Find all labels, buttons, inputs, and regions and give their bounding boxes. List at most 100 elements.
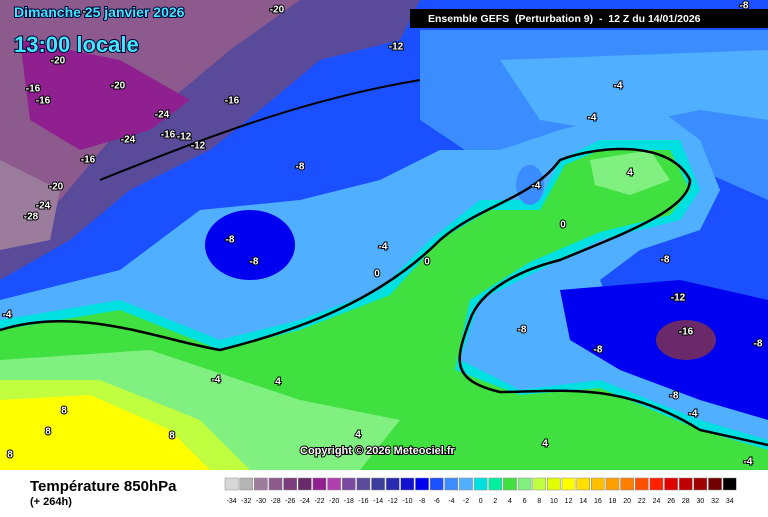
legend-swatch — [327, 477, 341, 491]
legend-label: -30 — [256, 498, 266, 505]
contour-label: 0 — [374, 269, 380, 280]
contour-label: -12 — [671, 293, 686, 304]
legend-swatch — [224, 477, 239, 491]
contour-label: -20 — [83, 7, 98, 18]
contour-label: -16 — [679, 327, 694, 338]
contour-label: -8 — [594, 345, 603, 356]
legend-label: 20 — [623, 498, 631, 505]
contour-label: -8 — [670, 391, 679, 402]
contour-label: -4 — [3, 310, 12, 321]
legend-swatch — [693, 477, 708, 491]
contour-label: -12 — [191, 141, 206, 152]
contour-label: -4 — [689, 409, 698, 420]
legend-swatch — [268, 477, 283, 491]
legend-label: -32 — [241, 498, 251, 505]
legend-swatch — [400, 477, 415, 491]
contour-label: -4 — [614, 81, 623, 92]
contour-label: -8 — [518, 325, 527, 336]
legend-label: -10 — [402, 498, 412, 505]
contour-label: -8 — [754, 339, 763, 350]
legend-swatch — [561, 477, 576, 491]
contour-label: -4 — [588, 113, 597, 124]
legend-label: 22 — [638, 498, 646, 505]
legend-label: 6 — [523, 498, 527, 505]
legend-swatch — [620, 477, 634, 491]
legend-label: -28 — [271, 498, 281, 505]
contour-label: -4 — [379, 242, 388, 253]
legend-label: 12 — [565, 498, 573, 505]
legend-label: -4 — [448, 498, 454, 505]
contour-label: -20 — [49, 182, 64, 193]
legend-label: 24 — [653, 498, 661, 505]
contour-label: 8 — [169, 431, 175, 442]
contour-label: -4 — [212, 375, 221, 386]
legend-swatch — [312, 477, 327, 491]
legend-label: 8 — [537, 498, 541, 505]
legend-label: 2 — [493, 498, 497, 505]
legend-swatch — [283, 477, 298, 491]
legend-swatch — [385, 477, 400, 491]
legend-label: 4 — [508, 498, 512, 505]
legend-label: 34 — [726, 498, 734, 505]
legend-swatch — [371, 477, 385, 491]
legend-swatch — [254, 477, 268, 491]
map-labels: -20 -20 -12 -20 -16 -16 -20 -16 -24 -16 … — [2, 0, 764, 469]
footer-bar — [0, 470, 768, 512]
contour-label: 8 — [7, 450, 13, 461]
legend-label: 30 — [697, 498, 705, 505]
contour-label: 4 — [627, 168, 633, 179]
map-background — [0, 0, 768, 470]
legend-swatch — [341, 477, 356, 491]
legend-label: -22 — [314, 498, 324, 505]
contour-label: -20 — [111, 81, 126, 92]
legend-label: 26 — [667, 498, 675, 505]
contour-label: -4 — [744, 457, 753, 468]
legend-swatch — [517, 477, 532, 491]
contour-label: 8 — [61, 406, 67, 417]
legend-label: 10 — [550, 498, 558, 505]
legend-swatch — [649, 477, 664, 491]
legend-label: -8 — [419, 498, 425, 505]
contour-label: -8 — [250, 257, 259, 268]
contour-label: -20 — [51, 56, 66, 67]
contour-label: 0 — [424, 257, 430, 268]
contour-label: -12 — [177, 132, 192, 143]
legend-label: -16 — [358, 498, 368, 505]
legend-swatch — [239, 477, 254, 491]
legend-swatch — [591, 477, 605, 491]
contour-label: -24 — [36, 201, 51, 212]
legend-swatch — [605, 477, 620, 491]
legend-swatch — [634, 477, 649, 491]
local-time: 13:00 locale — [14, 32, 139, 57]
contour-label: -4 — [532, 181, 541, 192]
legend-label: 16 — [594, 498, 602, 505]
legend-swatch — [576, 477, 590, 491]
legend-label: -26 — [285, 498, 295, 505]
contour-label: -16 — [26, 84, 41, 95]
model-info: Ensemble GEFS (Perturbation 9) - 12 Z du… — [428, 13, 701, 25]
contour-label: -24 — [121, 135, 136, 146]
legend-label: -14 — [373, 498, 383, 505]
legend-label: -2 — [463, 498, 469, 505]
legend-label: 32 — [711, 498, 719, 505]
contour-label: -16 — [225, 96, 240, 107]
lead-time: (+ 264h) — [30, 496, 72, 508]
contour-label: -20 — [270, 5, 285, 16]
contour-label: -24 — [155, 110, 170, 121]
contour-label: 4 — [275, 377, 281, 388]
contour-label: -8 — [740, 1, 749, 12]
contour-label: -8 — [296, 162, 305, 173]
legend-label: 18 — [609, 498, 617, 505]
legend-label: -24 — [300, 498, 310, 505]
legend-label: 14 — [579, 498, 587, 505]
contour-label: 4 — [355, 430, 361, 441]
legend-label: 0 — [479, 498, 483, 505]
legend-swatch — [547, 477, 561, 491]
date: Dimanche 25 janvier 2026 — [14, 4, 185, 20]
legend-swatch — [473, 477, 488, 491]
legend-swatch — [488, 477, 503, 491]
legend-swatch — [459, 477, 473, 491]
contour-label: -28 — [24, 212, 39, 223]
legend-label: -12 — [388, 498, 398, 505]
legend-swatch — [429, 477, 444, 491]
